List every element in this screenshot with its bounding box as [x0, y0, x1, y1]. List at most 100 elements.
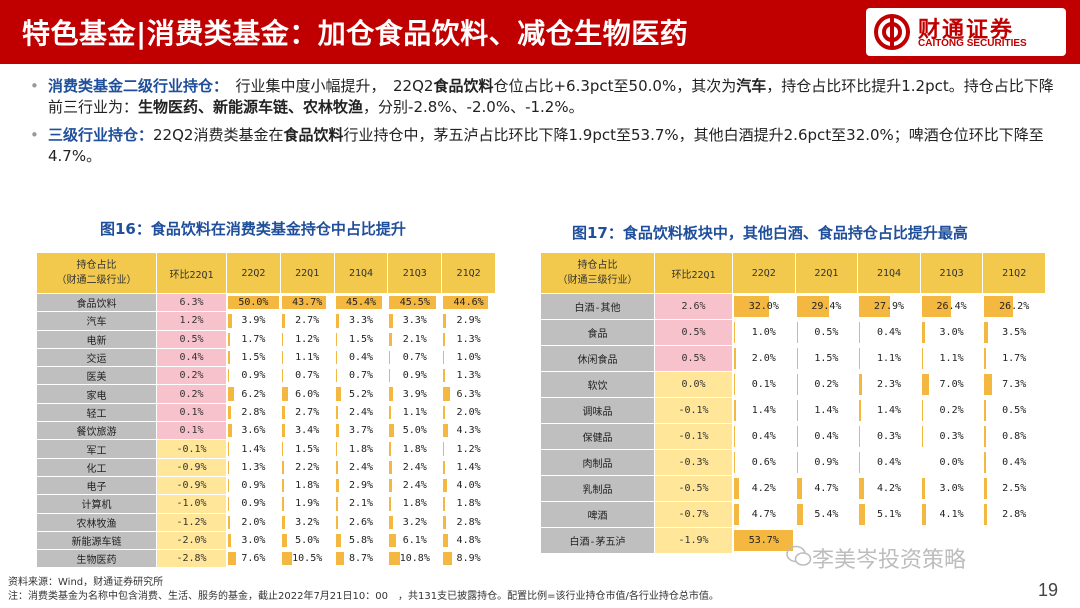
data-bar [389, 442, 392, 456]
value-cell: 1.3% [441, 329, 496, 349]
data-bar [984, 426, 986, 447]
data-bar [984, 400, 986, 421]
data-bar [281, 424, 286, 438]
value-text: 2.9% [456, 315, 481, 327]
value-text: 2.0% [751, 353, 776, 364]
value-text: 1.1% [876, 353, 902, 364]
value-text: 3.6% [241, 425, 266, 437]
value-cell: 0.5% [982, 397, 1046, 424]
value-text: 2.0% [456, 406, 481, 418]
data-bar [389, 296, 436, 310]
header-quarter-cell: 21Q3 [387, 252, 443, 294]
table-row: 化工 -0.9% 1.3% 2.2% 2.4% 2.4% 1.4% [36, 457, 496, 477]
data-bar [443, 332, 445, 346]
data-bar [389, 552, 401, 566]
value-text: 1.2% [295, 333, 320, 345]
page-number: 19 [1037, 580, 1058, 600]
value-text: 3.3% [348, 315, 374, 327]
value-cell [919, 527, 984, 554]
value-cell: 1.8% [333, 439, 389, 459]
header-change-cell: 环比22Q1 [654, 252, 733, 294]
data-bar [921, 296, 951, 317]
value-text: 3.3% [402, 315, 427, 327]
value-text: 5.0% [402, 425, 427, 437]
value-text: 0.1% [751, 379, 776, 390]
data-bar [984, 504, 988, 525]
caitong-logo-icon [874, 14, 910, 50]
value-text: 0.9% [402, 370, 427, 382]
value-cell: 45.4% [333, 292, 389, 313]
value-text: 1.4% [876, 405, 902, 416]
value-cell: 1.4% [732, 397, 796, 424]
table-row: 生物医药 -2.8% 7.6% 10.5% 8.7% 10.8% 8.9% [36, 549, 496, 569]
value-text: 26.4% [936, 301, 967, 312]
data-bar [443, 497, 445, 511]
value-cell: 2.8% [982, 501, 1046, 528]
value-text: 0.4% [876, 327, 902, 338]
header-quarter-cell: 22Q2 [732, 252, 796, 294]
fig17-title: 图17：食品饮料板块中，其他白酒、食品持仓占比提升最高 [572, 224, 968, 242]
value-cell: 0.8% [982, 423, 1046, 450]
value-text: 3.4% [295, 425, 320, 437]
data-bar [734, 478, 739, 499]
value-text: 0.4% [751, 431, 776, 442]
data-bar [796, 426, 798, 447]
value-cell: 1.0% [732, 319, 796, 346]
value-cell: 6.0% [279, 384, 335, 404]
value-text: 3.9% [402, 388, 427, 400]
value-cell: 2.4% [333, 457, 389, 477]
bullet-dot-icon: • [30, 126, 39, 144]
value-cell: 2.8% [226, 402, 281, 423]
value-text: 2.6% [348, 516, 374, 528]
value-text: 4.2% [876, 483, 902, 494]
header-quarter-cell: 22Q1 [794, 252, 859, 294]
value-cell: 0.4% [333, 347, 389, 368]
table-row: 食品 0.5% 1.0% 0.5% 0.4% 3.0% 3.5% [540, 319, 1046, 346]
change-cell: 0.5% [156, 329, 227, 349]
value-text: 4.0% [456, 480, 481, 492]
industry-name-cell: 化工 [36, 457, 157, 477]
value-cell: 0.2% [919, 397, 984, 424]
value-text: 1.3% [456, 370, 481, 382]
change-cell: -0.5% [654, 475, 733, 502]
data-bar [796, 452, 798, 473]
logo-chinese-text: 财通证券 [918, 18, 1015, 43]
value-cell: 26.2% [982, 293, 1046, 320]
data-bar [921, 504, 927, 525]
value-text: 3.0% [241, 535, 266, 546]
bullet-text: 22Q2消费类基金在 [153, 126, 284, 144]
table-row: 电新 0.5% 1.7% 1.2% 1.5% 2.1% 1.3% [36, 329, 496, 349]
change-cell: -0.3% [654, 449, 733, 476]
header-change-cell: 环比22Q1 [156, 252, 227, 294]
data-bar [389, 332, 392, 346]
value-text: 4.7% [814, 483, 839, 494]
industry-name-cell: 生物医药 [36, 549, 157, 569]
data-bar [228, 460, 230, 474]
table-row: 轻工 0.1% 2.8% 2.7% 2.4% 1.1% 2.0% [36, 402, 496, 423]
data-bar [228, 369, 230, 383]
change-cell: 0.4% [156, 347, 227, 368]
data-bar [734, 374, 736, 395]
value-cell: 2.4% [387, 457, 443, 477]
data-bar [281, 350, 283, 365]
data-bar [389, 497, 392, 511]
header-row: 持仓占比 （财通二级行业） 环比22Q1 22Q2 22Q1 21Q4 21Q3 21Q2 [36, 252, 496, 294]
data-bar [984, 348, 987, 369]
data-bar [389, 533, 396, 548]
industry-name-cell: 调味品 [540, 397, 655, 424]
value-cell: 4.7% [732, 501, 796, 528]
data-bar [921, 348, 923, 369]
data-bar [228, 332, 230, 346]
change-cell: -2.8% [156, 549, 227, 569]
header-quarter-cell: 21Q4 [333, 252, 389, 294]
data-bar [228, 405, 231, 420]
table-row: 休闲食品 0.5% 2.0% 1.5% 1.1% 1.1% 1.7% [540, 345, 1046, 372]
header-quarter-cell: 21Q2 [982, 252, 1046, 294]
header-row: 持仓占比 （财通三级行业） 环比22Q1 22Q2 22Q1 21Q4 21Q3 21Q2 [540, 252, 1046, 294]
table-row: 汽车 1.2% 3.9% 2.7% 3.3% 3.3% 2.9% [36, 311, 496, 331]
value-text: 10.8% [399, 553, 430, 565]
value-cell: 0.5% [794, 319, 859, 346]
data-bar [443, 296, 489, 310]
data-bar [796, 322, 798, 343]
value-cell: 5.4% [794, 501, 859, 528]
